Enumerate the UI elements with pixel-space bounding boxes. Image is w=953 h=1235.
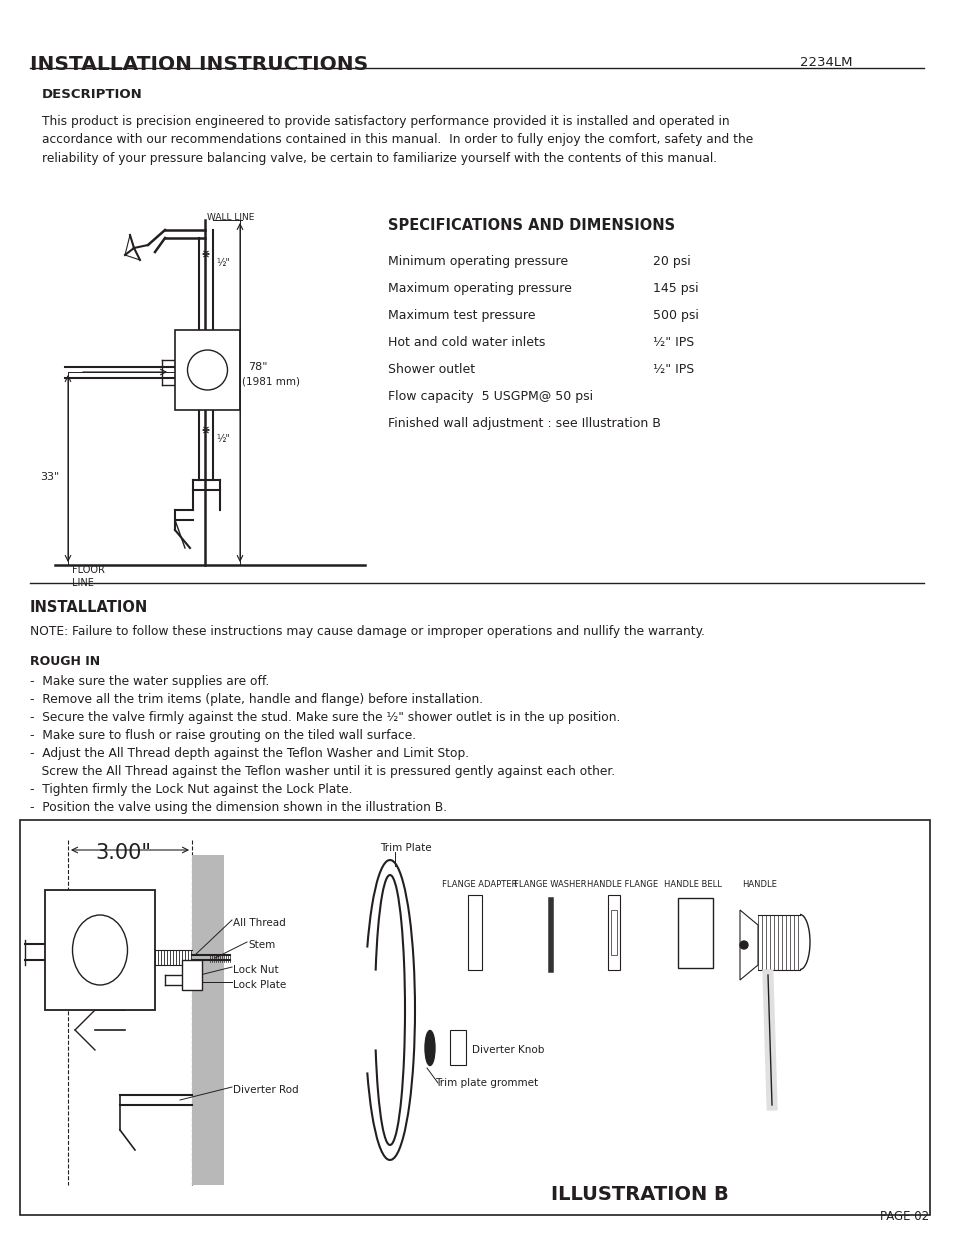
Bar (174, 330, 240, 410)
Text: FLANGE WASHER: FLANGE WASHER (514, 881, 586, 889)
Text: INSTALLATION INSTRUCTIONS: INSTALLATION INSTRUCTIONS (30, 56, 368, 74)
Text: Lock Plate: Lock Plate (233, 981, 286, 990)
Text: Stem: Stem (248, 940, 275, 950)
Text: PAGE 02: PAGE 02 (879, 1210, 928, 1223)
Text: Hot and cold water inlets: Hot and cold water inlets (388, 336, 545, 350)
Text: ½": ½" (215, 258, 230, 268)
Text: Maximum test pressure: Maximum test pressure (388, 309, 535, 322)
Text: LINE: LINE (71, 578, 93, 588)
Text: DESCRIPTION: DESCRIPTION (42, 88, 143, 101)
Text: This product is precision engineered to provide satisfactory performance provide: This product is precision engineered to … (42, 115, 753, 165)
Text: FLOOR: FLOOR (71, 564, 105, 576)
Text: ILLUSTRATION B: ILLUSTRATION B (551, 1186, 728, 1204)
Circle shape (740, 941, 747, 948)
Bar (20, 820, 929, 1215)
Bar (678, 898, 712, 968)
Text: 20 psi: 20 psi (652, 254, 690, 268)
Text: (1981 mm): (1981 mm) (242, 377, 299, 387)
Text: INSTALLATION: INSTALLATION (30, 600, 148, 615)
Bar (45, 890, 154, 1010)
Text: Finished wall adjustment : see Illustration B: Finished wall adjustment : see Illustrat… (388, 417, 660, 430)
Text: NOTE: Failure to follow these instructions may cause damage or improper operatio: NOTE: Failure to follow these instructio… (30, 625, 704, 638)
Text: Lock Nut: Lock Nut (233, 965, 278, 974)
Text: 3.00": 3.00" (95, 844, 151, 863)
Text: -  Make sure the water supplies are off.: - Make sure the water supplies are off. (30, 676, 269, 688)
Text: HANDLE BELL: HANDLE BELL (663, 881, 721, 889)
Text: SPECIFICATIONS AND DIMENSIONS: SPECIFICATIONS AND DIMENSIONS (388, 219, 675, 233)
Text: 78": 78" (248, 362, 267, 372)
Text: 2234LM _ _: 2234LM _ _ (800, 56, 873, 68)
Text: Shower outlet: Shower outlet (388, 363, 475, 375)
Text: -  Tighten firmly the Lock Nut against the Lock Plate.: - Tighten firmly the Lock Nut against th… (30, 783, 352, 797)
Bar (182, 960, 202, 990)
Text: Diverter Knob: Diverter Knob (472, 1045, 544, 1055)
Text: Trim plate grommet: Trim plate grommet (435, 1078, 537, 1088)
Text: Trim Plate: Trim Plate (379, 844, 431, 853)
Text: -  Position the valve using the dimension shown in the illustration B.: - Position the valve using the dimension… (30, 802, 447, 814)
Polygon shape (740, 910, 758, 981)
Text: ½": ½" (215, 433, 230, 445)
Bar (468, 895, 481, 969)
Text: Maximum operating pressure: Maximum operating pressure (388, 282, 571, 295)
Bar (607, 895, 619, 969)
Text: Screw the All Thread against the Teflon washer until it is pressured gently agai: Screw the All Thread against the Teflon … (30, 764, 615, 778)
Text: 33": 33" (40, 472, 59, 482)
Bar (192, 855, 224, 1186)
Text: 500 psi: 500 psi (652, 309, 699, 322)
Text: -  Adjust the All Thread depth against the Teflon Washer and Limit Stop.: - Adjust the All Thread depth against th… (30, 747, 469, 760)
Text: HANDLE FLANGE: HANDLE FLANGE (587, 881, 658, 889)
Text: Diverter Rod: Diverter Rod (233, 1086, 298, 1095)
Text: ½" IPS: ½" IPS (652, 363, 694, 375)
Text: Minimum operating pressure: Minimum operating pressure (388, 254, 568, 268)
Ellipse shape (424, 1030, 435, 1066)
Text: -  Secure the valve firmly against the stud. Make sure the ½" shower outlet is i: - Secure the valve firmly against the st… (30, 711, 619, 724)
Text: 145 psi: 145 psi (652, 282, 698, 295)
Text: HANDLE: HANDLE (741, 881, 777, 889)
Bar (610, 910, 617, 955)
Text: ROUGH IN: ROUGH IN (30, 655, 100, 668)
Text: ½" IPS: ½" IPS (652, 336, 694, 350)
Text: FLANGE ADAPTER: FLANGE ADAPTER (442, 881, 517, 889)
Text: Flow capacity  5 USGPM@ 50 psi: Flow capacity 5 USGPM@ 50 psi (388, 390, 593, 403)
Ellipse shape (72, 915, 128, 986)
Text: WALL LINE: WALL LINE (207, 212, 254, 222)
Text: All Thread: All Thread (233, 918, 286, 927)
Text: -  Remove all the trim items (plate, handle and flange) before installation.: - Remove all the trim items (plate, hand… (30, 693, 482, 706)
Bar (450, 1030, 465, 1065)
Text: -  Make sure to flush or raise grouting on the tiled wall surface.: - Make sure to flush or raise grouting o… (30, 729, 416, 742)
